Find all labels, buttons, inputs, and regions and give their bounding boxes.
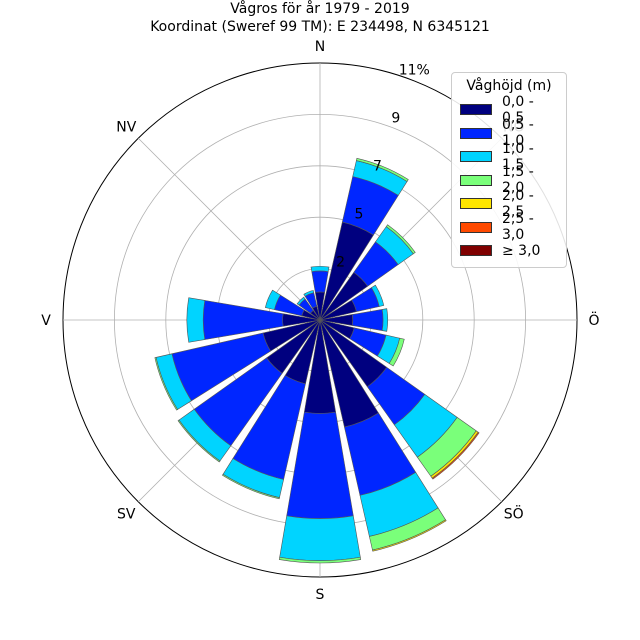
radial-tick-label: 11% (399, 62, 430, 78)
rose-bar-segment (278, 556, 362, 564)
rose-bar-segment (186, 297, 206, 343)
chart-subtitle: Koordinat (Sweref 99 TM): E 234498, N 63… (150, 19, 490, 35)
rose-bar-segment (221, 473, 280, 500)
rose-bar-segment (356, 157, 409, 182)
legend-label: 0,0 - 0,5 (502, 93, 534, 126)
legend-item: 2,0 - 2,5 (460, 188, 558, 220)
compass-label: SV (117, 507, 136, 523)
legend-label: 0,5 - 1,0 (502, 117, 534, 150)
radial-tick-label: 9 (391, 110, 400, 126)
legend-item: 0,0 - 0,5 (460, 94, 558, 126)
legend-item: 1,5 - 2,0 (460, 164, 558, 196)
rose-bar-segment (431, 431, 480, 480)
chart-title-block: Vågros för år 1979 - 2019 Koordinat (Swe… (0, 0, 640, 36)
legend-swatch (460, 174, 492, 186)
legend-item: 1,0 - 1,5 (460, 141, 558, 173)
rose-bar-segment (371, 284, 385, 307)
compass-label: V (41, 313, 51, 329)
rose-bar-segment (311, 270, 329, 293)
radial-tick-label: 2 (336, 254, 345, 270)
rose-bars (154, 157, 480, 564)
legend: Våghöjd (m) 0,0 - 0,5 0,5 - 1,0 1,0 - 1,… (451, 72, 567, 268)
legend-label: 2,0 - 2,5 (502, 187, 534, 220)
rose-bar-segment (296, 296, 306, 306)
polar-spoke (137, 137, 321, 321)
legend-swatch (460, 245, 492, 257)
legend-swatch (460, 151, 492, 163)
rose-bar-segment (385, 224, 416, 255)
rose-bar-segment (351, 309, 384, 331)
rose-bar-segment (286, 411, 354, 519)
compass-label: SÖ (504, 505, 524, 523)
rose-bar-segment (388, 337, 405, 367)
legend-swatch (460, 127, 492, 139)
rose-bar-segment (279, 515, 361, 561)
legend-label: ≥ 3,0 (502, 242, 541, 259)
rose-bar-segment (264, 289, 281, 310)
compass-label: Ö (588, 311, 599, 329)
radial-tick-label: 7 (373, 158, 382, 174)
legend-label: 1,0 - 1,5 (502, 140, 534, 173)
rose-bar-segment (177, 419, 221, 463)
compass-label: N (315, 39, 325, 55)
compass-label: NV (116, 119, 136, 135)
compass-label: S (316, 587, 325, 603)
rose-bar-segment (372, 519, 447, 552)
rose-bar-segment (154, 357, 178, 411)
rose-bar-segment (303, 290, 315, 297)
legend-swatch (460, 198, 492, 210)
chart-title: Vågros för år 1979 - 2019 (230, 1, 410, 17)
legend-title: Våghöjd (m) (466, 78, 552, 94)
legend-swatch (460, 221, 492, 233)
legend-item: ≥ 3,0 (460, 239, 558, 263)
legend-item: 2,5 - 3,0 (460, 211, 558, 243)
legend-label: 1,5 - 2,0 (502, 164, 534, 197)
legend-item: 0,5 - 1,0 (460, 117, 558, 149)
radial-tick-label: 5 (355, 206, 364, 222)
legend-swatch (460, 104, 492, 116)
rose-bar-segment (310, 265, 330, 272)
legend-label: 2,5 - 3,0 (502, 211, 534, 244)
rose-bar-segment (381, 308, 389, 332)
